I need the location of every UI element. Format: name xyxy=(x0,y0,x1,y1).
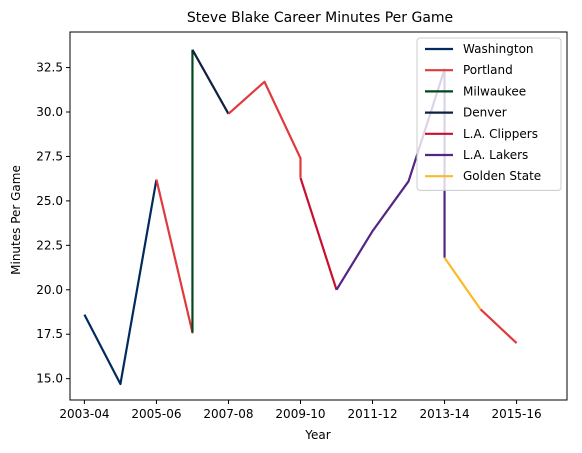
series-layer xyxy=(83,49,518,386)
legend-label: Washington xyxy=(463,42,534,56)
series-line-6 xyxy=(299,177,338,291)
axes-layer: 2003-04 2005-06 2007-08 2009-10 2011-12 2013-… xyxy=(36,31,568,421)
legend-label: L.A. Lakers xyxy=(463,148,528,162)
y-tick-label: 32.5 xyxy=(36,61,63,75)
legend-label: Portland xyxy=(463,63,513,77)
series-line-8 xyxy=(443,257,482,310)
y-tick-label: 17.5 xyxy=(36,327,63,341)
y-tick-label: 22.5 xyxy=(36,238,63,252)
legend: Washington Portland Milwaukee Denver L.A. Cl… xyxy=(416,37,562,191)
y-tick-label: 30.0 xyxy=(36,105,63,119)
x-tick-label: 2005-06 xyxy=(131,407,181,421)
chart-title: Steve Blake Career Minutes Per Game xyxy=(187,10,453,26)
y-tick-label: 27.5 xyxy=(36,149,63,163)
legend-label: L.A. Clippers xyxy=(463,127,538,141)
x-tick-label: 2009-10 xyxy=(275,407,325,421)
series-line-4 xyxy=(191,49,230,115)
legend-label: Denver xyxy=(463,106,507,120)
x-tick-label: 2007-08 xyxy=(203,407,253,421)
y-tick-label: 20.0 xyxy=(36,283,63,297)
x-tick-label: 2015-16 xyxy=(492,407,542,421)
legend-label: Milwaukee xyxy=(463,84,526,98)
series-line-2 xyxy=(155,179,194,334)
x-tick-label: 2003-04 xyxy=(59,407,109,421)
series-line-1 xyxy=(83,179,158,386)
series-line-5 xyxy=(227,80,302,178)
series-line-9 xyxy=(479,308,518,344)
x-axis-label: Year xyxy=(304,428,330,442)
legend-label: Golden State xyxy=(463,169,541,183)
legend-box xyxy=(416,37,562,191)
x-tick-label: 2011-12 xyxy=(347,407,397,421)
x-tick-label: 2013-14 xyxy=(419,407,469,421)
y-tick-label: 15.0 xyxy=(36,372,63,386)
y-axis-label: Minutes Per Game xyxy=(9,165,23,275)
y-tick-label: 25.0 xyxy=(36,194,63,208)
plot-frame xyxy=(69,31,568,401)
